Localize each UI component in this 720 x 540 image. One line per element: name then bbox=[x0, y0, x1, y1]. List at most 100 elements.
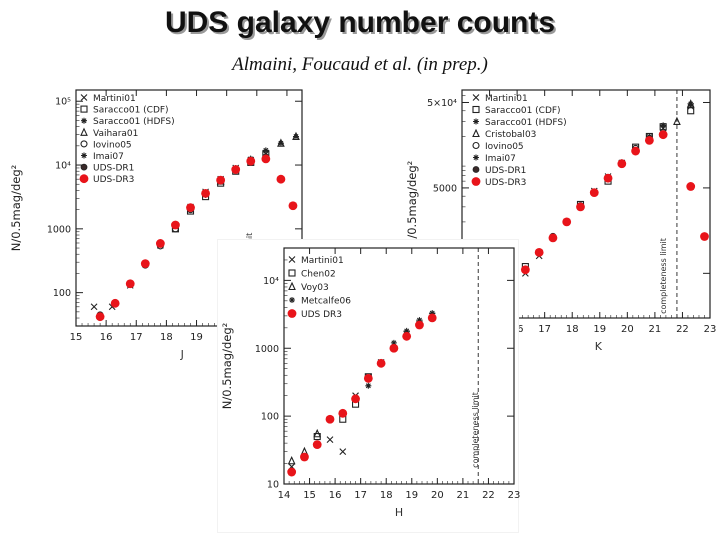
h-band-legend-marker-uds-dr3 bbox=[287, 309, 297, 318]
h-band-point-uds-dr3 bbox=[402, 331, 412, 341]
h-band-point-metcalfe06 bbox=[390, 339, 397, 346]
k-band-x-tick-label: 18 bbox=[566, 324, 579, 335]
k-band-x-axis-label: K bbox=[595, 340, 603, 353]
h-band-series-martini01 bbox=[288, 312, 436, 471]
h-band-point-uds-dr3 bbox=[376, 358, 386, 368]
h-band-point-metcalfe06 bbox=[416, 317, 423, 324]
j-band-point-uds-dr3 bbox=[246, 156, 256, 166]
h-band-point-uds-dr3 bbox=[287, 467, 297, 477]
j-band-point-uds-dr3 bbox=[201, 188, 210, 198]
j-band-point-saracco01-hdfs bbox=[262, 147, 269, 154]
k-band-legend-label: Cristobal03 bbox=[485, 130, 536, 140]
k-band-point-uds-dr3 bbox=[589, 188, 599, 198]
j-band-legend-marker-saracco01-hdfs bbox=[81, 117, 87, 124]
j-band-point-uds-dr3 bbox=[171, 220, 180, 230]
h-band-legend-label: Voy03 bbox=[301, 283, 329, 293]
h-band-x-tick-label: 16 bbox=[329, 490, 342, 501]
k-band-series-uds-dr1 bbox=[494, 131, 667, 313]
j-band-legend-marker-saracco01-cdf bbox=[80, 105, 88, 113]
h-band-legend-marker-voy03 bbox=[288, 281, 296, 291]
k-band-legend-label: Iovino05 bbox=[485, 142, 524, 152]
k-band-legend-marker-saracco01-hdfs bbox=[473, 118, 479, 125]
k-band-point-cristobal03 bbox=[686, 99, 695, 108]
k-band-x-tick-label: 20 bbox=[621, 324, 634, 335]
j-band-x-axis-label: J bbox=[180, 348, 184, 361]
k-band-x-tick-label: 21 bbox=[649, 324, 662, 335]
h-band-y-axis-label: N/0.5mag/deg² bbox=[220, 323, 234, 409]
k-band-point-uds-dr3 bbox=[644, 135, 654, 145]
h-band-point-uds-dr3 bbox=[300, 452, 309, 462]
j-band-legend-marker-imai07 bbox=[81, 152, 87, 159]
h-band-point-metcalfe06 bbox=[365, 382, 372, 389]
j-band-legend-label: UDS-DR3 bbox=[93, 175, 134, 185]
h-band-x-tick-label: 17 bbox=[354, 490, 367, 501]
k-band-legend-marker-uds-dr3 bbox=[471, 177, 481, 186]
h-band-y-tick-label: 100 bbox=[261, 412, 279, 423]
h-band-point-uds-dr3 bbox=[389, 343, 399, 353]
k-band-point-saracco01-hdfs bbox=[687, 100, 694, 107]
k-band-legend-label: Saracco01 (HDFS) bbox=[485, 118, 567, 128]
h-band-point-uds-dr3 bbox=[312, 440, 322, 450]
j-band-y-tick-label: 10⁵ bbox=[55, 97, 71, 108]
h-band-x-tick-label: 19 bbox=[405, 490, 418, 501]
j-band-point-uds-dr3 bbox=[276, 174, 286, 184]
j-band-point-uds-dr3 bbox=[155, 239, 165, 248]
h-band-point-uds-dr3 bbox=[351, 394, 360, 404]
h-band-point-uds-dr3 bbox=[338, 408, 348, 418]
h-band-y-tick-label: 10⁴ bbox=[263, 276, 279, 287]
h-band-point-metcalfe06 bbox=[429, 310, 436, 317]
h-band-point-uds-dr3 bbox=[363, 373, 373, 383]
h-band-series-voy03 bbox=[287, 312, 437, 465]
j-band-point-uds-dr3 bbox=[261, 154, 271, 164]
h-band-point-martini01 bbox=[339, 448, 347, 456]
k-band-point-saracco01-hdfs bbox=[660, 122, 667, 129]
j-band-y-tick-label: 10⁴ bbox=[55, 161, 71, 172]
j-band-point-uds-dr3 bbox=[216, 175, 226, 185]
h-band-x-tick-label: 14 bbox=[278, 490, 291, 501]
h-band-legend-marker-martini01 bbox=[288, 256, 296, 263]
h-band-point-uds-dr3 bbox=[427, 313, 437, 323]
j-band-y-axis-label: N/0.5mag/deg² bbox=[9, 165, 23, 251]
k-band-x-tick-label: 22 bbox=[676, 324, 689, 335]
k-band-point-uds-dr3 bbox=[520, 265, 530, 275]
h-band-x-tick-label: 20 bbox=[431, 490, 444, 501]
k-band-legend-marker-uds-dr1 bbox=[472, 166, 480, 173]
k-band-point-uds-dr3 bbox=[562, 217, 572, 227]
h-band-point-metcalfe06 bbox=[403, 327, 410, 334]
j-band-legend-label: Martini01 bbox=[93, 94, 136, 104]
k-band-point-cristobal03 bbox=[673, 116, 681, 125]
k-band-series-saracco01-cdf bbox=[521, 107, 695, 271]
j-band-point-uds-dr3 bbox=[125, 279, 135, 289]
j-band-legend-marker-uds-dr3 bbox=[79, 174, 89, 184]
h-band-x-tick-label: 18 bbox=[380, 490, 393, 501]
k-band-point-uds-dr3 bbox=[686, 182, 696, 191]
k-band-point-saracco01-cdf bbox=[687, 107, 695, 115]
j-band-point-uds-dr3 bbox=[95, 312, 105, 322]
j-band-legend-label: Iovino05 bbox=[93, 140, 132, 150]
k-band-point-uds-dr3 bbox=[658, 130, 668, 140]
j-band-series-imai07 bbox=[127, 189, 209, 287]
j-band-series-uds-dr3 bbox=[95, 154, 298, 322]
j-band-x-tick-label: 15 bbox=[70, 332, 83, 343]
j-band-point-uds-dr3 bbox=[186, 203, 195, 213]
k-band-y-tick-label: 5000 bbox=[433, 183, 457, 194]
k-band-legend-label: Saracco01 (CDF) bbox=[485, 106, 561, 116]
k-band-plot-frame bbox=[461, 89, 711, 319]
h-band-legend-label: UDS DR3 bbox=[301, 310, 342, 320]
k-band-legend-marker-martini01 bbox=[472, 94, 480, 101]
j-band-point-saracco01-hdfs bbox=[292, 133, 299, 140]
k-band-point-uds-dr3 bbox=[700, 232, 709, 241]
j-band-point-vaihara01 bbox=[277, 138, 285, 147]
j-band-legend-label: UDS-DR1 bbox=[93, 164, 134, 174]
h-band-y-tick-label: 10 bbox=[267, 480, 279, 491]
j-band-point-vaihara01 bbox=[292, 131, 300, 141]
k-band-annotation: completeness limit bbox=[659, 238, 668, 314]
k-band-legend-marker-cristobal03 bbox=[472, 128, 480, 138]
k-band-legend-marker-iovino05 bbox=[472, 141, 480, 150]
chart-h-band: 14 15 16 17 18 19 20 21 22 23 10 100 1000 10⁴ H N/0.5ma… bbox=[220, 247, 520, 519]
j-band-plot-frame bbox=[75, 89, 303, 327]
k-band-point-uds-dr3 bbox=[617, 159, 627, 169]
j-band-series-vaihara01 bbox=[216, 131, 300, 185]
h-band-y-tick-label: 1000 bbox=[255, 344, 279, 355]
j-band-point-uds-dr3 bbox=[110, 298, 120, 308]
